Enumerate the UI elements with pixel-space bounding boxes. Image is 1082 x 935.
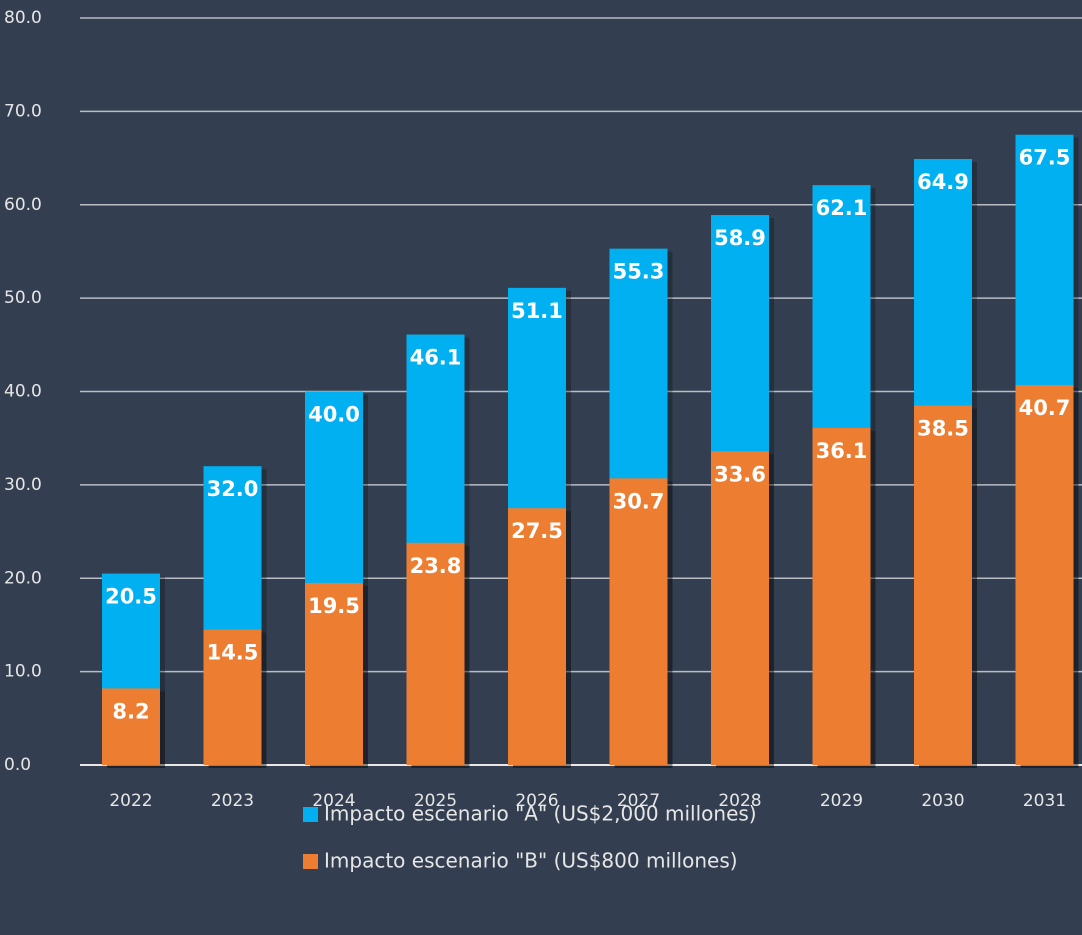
x-tick-label: 2028 <box>718 791 761 811</box>
value-label: 46.1 <box>410 346 462 370</box>
bar <box>102 688 160 765</box>
x-tick-label: 2026 <box>515 791 558 811</box>
value-label: 55.3 <box>613 260 665 284</box>
x-tick-label: 2027 <box>617 791 660 811</box>
bar <box>203 629 262 765</box>
y-tick-label: 50.0 <box>4 288 42 308</box>
value-label: 40.7 <box>1019 396 1071 420</box>
legend-swatch <box>303 854 318 869</box>
x-tick-label: 2024 <box>312 791 355 811</box>
bar <box>508 508 566 765</box>
value-label: 32.0 <box>207 477 259 501</box>
legend-label: Impacto escenario "A" (US$2,000 millones… <box>324 802 757 826</box>
x-tick-label: 2030 <box>921 791 964 811</box>
value-label: 33.6 <box>714 462 766 486</box>
bar <box>711 451 769 765</box>
x-tick-label: 2023 <box>211 791 254 811</box>
y-tick-label: 80.0 <box>4 8 42 28</box>
bar <box>812 427 871 765</box>
value-label: 58.9 <box>714 226 766 250</box>
value-label: 67.5 <box>1019 146 1071 170</box>
value-label: 62.1 <box>816 196 868 220</box>
value-label: 14.5 <box>207 641 259 665</box>
y-tick-label: 40.0 <box>4 382 42 402</box>
legend-swatch <box>303 807 318 822</box>
legend-label: Impacto escenario "B" (US$800 millones) <box>324 849 738 873</box>
y-tick-label: 10.0 <box>4 662 42 682</box>
value-label: 19.5 <box>308 594 360 618</box>
y-tick-label: 30.0 <box>4 475 42 495</box>
value-label: 8.2 <box>112 699 149 723</box>
bar <box>914 405 972 765</box>
x-tick-label: 2029 <box>820 791 863 811</box>
bar <box>406 542 465 765</box>
x-tick-label: 2025 <box>414 791 457 811</box>
y-tick-label: 70.0 <box>4 101 42 121</box>
value-label: 30.7 <box>613 489 665 513</box>
value-label: 64.9 <box>917 170 969 194</box>
y-tick-label: 60.0 <box>4 195 42 215</box>
value-label: 36.1 <box>816 439 868 463</box>
value-label: 20.5 <box>105 585 157 609</box>
bar <box>1015 384 1074 765</box>
bar <box>609 478 668 765</box>
value-label: 23.8 <box>410 554 462 578</box>
value-label: 51.1 <box>511 299 563 323</box>
y-tick-label: 0.0 <box>4 755 31 775</box>
x-tick-label: 2031 <box>1023 791 1066 811</box>
x-tick-label: 2022 <box>109 791 152 811</box>
value-label: 38.5 <box>917 417 969 441</box>
bar <box>305 582 363 765</box>
value-label: 40.0 <box>308 403 360 427</box>
value-label: 27.5 <box>511 519 563 543</box>
y-tick-label: 20.0 <box>4 568 42 588</box>
